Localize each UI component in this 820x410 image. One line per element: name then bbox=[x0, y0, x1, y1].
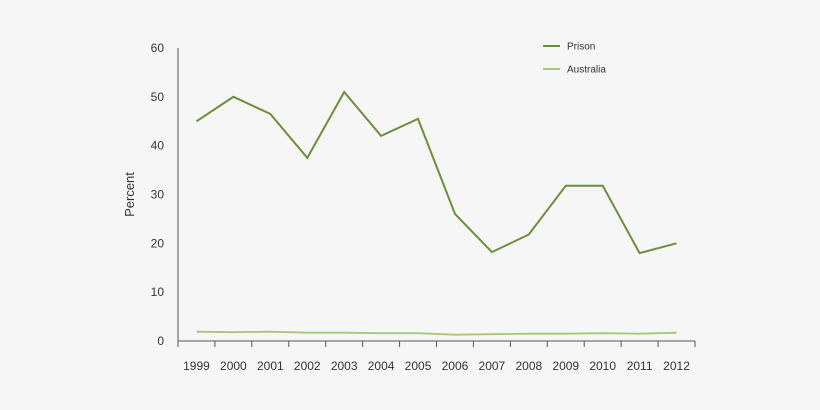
y-tick-label: 30 bbox=[151, 188, 165, 202]
x-tick-label: 2011 bbox=[627, 359, 653, 373]
x-tick-label: 2005 bbox=[405, 359, 432, 373]
y-tick-label: 0 bbox=[157, 334, 164, 348]
y-tick-label: 50 bbox=[151, 90, 165, 104]
legend: Prison Australia bbox=[543, 42, 606, 76]
series-line-australia bbox=[196, 330, 677, 336]
x-tick-label: 2000 bbox=[220, 359, 247, 373]
x-axis-ticks: 1999 2000 2001 2002 2003 2004 2005 2006 2007 2008… bbox=[177, 341, 696, 373]
axes bbox=[177, 48, 695, 342]
x-tick-label: 2003 bbox=[331, 359, 358, 373]
x-tick-label: 2010 bbox=[589, 359, 616, 373]
series-line-prison bbox=[195, 90, 677, 255]
x-tick-label: 2002 bbox=[294, 359, 321, 373]
x-tick-label: 2007 bbox=[479, 359, 506, 373]
x-tick-label: 1999 bbox=[183, 359, 210, 373]
x-tick-label: 2008 bbox=[515, 359, 542, 373]
y-tick-label: 60 bbox=[151, 41, 165, 55]
x-tick-label: 2009 bbox=[552, 359, 579, 373]
y-tick-label: 10 bbox=[151, 285, 165, 299]
y-tick-label: 40 bbox=[151, 139, 165, 153]
x-tick-label: 2004 bbox=[368, 359, 395, 373]
series-layer bbox=[195, 90, 677, 336]
y-axis-title: Percent bbox=[122, 172, 137, 217]
x-tick-label: 2012 bbox=[663, 359, 690, 373]
y-axis-ticks: 0 10 20 30 40 50 60 bbox=[151, 41, 165, 348]
x-tick-label: 2006 bbox=[442, 359, 469, 373]
legend-label: Prison bbox=[567, 42, 595, 53]
x-tick-label: 2001 bbox=[257, 359, 284, 373]
legend-label: Australia bbox=[567, 65, 606, 76]
y-tick-label: 20 bbox=[151, 236, 165, 250]
